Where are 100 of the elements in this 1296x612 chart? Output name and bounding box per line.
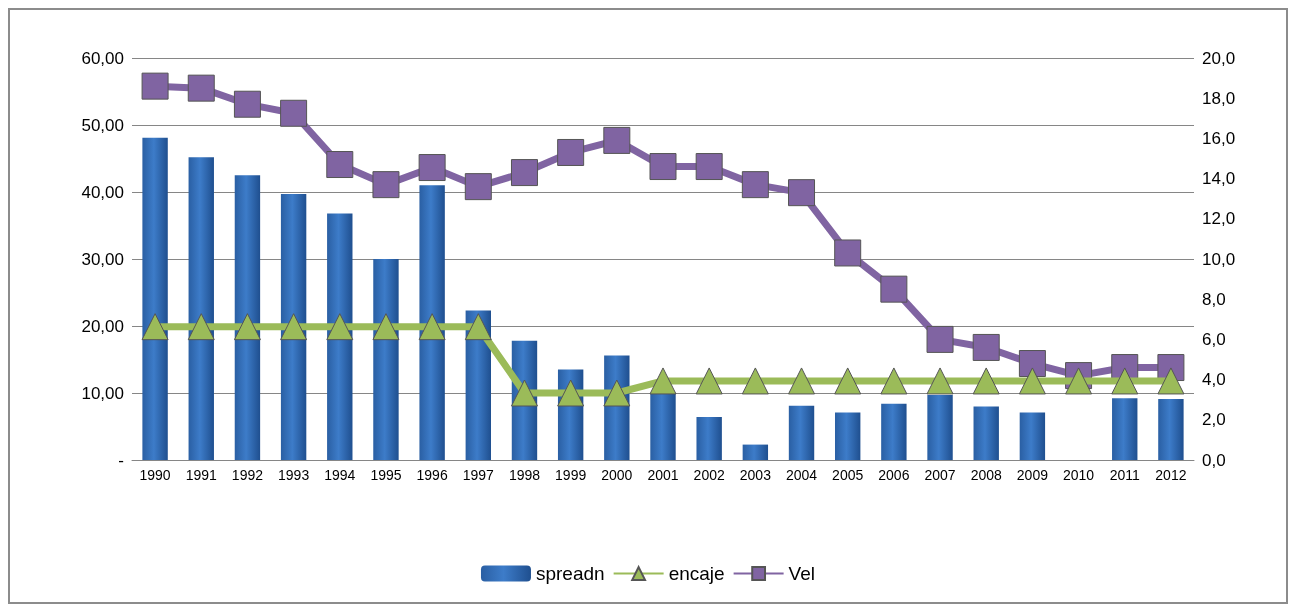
x-tick-label: 1992 (231, 467, 264, 483)
point (464, 313, 492, 341)
point (926, 367, 954, 395)
point (741, 367, 769, 395)
y2-tick-label: 2,0 (1202, 410, 1226, 430)
point (326, 151, 354, 179)
y2-tick-label: 10,0 (1202, 249, 1236, 269)
x-tick-label: 2000 (601, 467, 633, 483)
point (510, 379, 538, 407)
point (972, 333, 1000, 361)
x-tick-label: 2005 (832, 467, 864, 483)
y-tick-label: 30,00 (81, 249, 124, 269)
y2-tick-label: 20,0 (1202, 48, 1236, 68)
bar (1158, 399, 1184, 460)
x-tick-label: 2003 (739, 467, 772, 483)
x-tick-label: 2007 (924, 467, 956, 483)
y-tick-label: 60,00 (81, 48, 124, 68)
point (834, 239, 862, 267)
point (788, 367, 816, 395)
y2-tick-label: 6,0 (1202, 329, 1226, 349)
point (1111, 367, 1139, 395)
point (1018, 367, 1046, 395)
legend-label: spreadn (535, 563, 605, 584)
y2-tick-label: 14,0 (1202, 169, 1236, 189)
point (280, 313, 308, 341)
x-tick-label: 2001 (647, 467, 679, 483)
x-tick-label: 2010 (1062, 467, 1095, 483)
bar (373, 259, 399, 460)
x-tick-label: 1994 (324, 467, 356, 483)
y-tick-label: - (118, 450, 124, 470)
point (695, 367, 723, 395)
point (557, 138, 585, 166)
point (326, 313, 354, 341)
point (372, 313, 400, 341)
x-tick-label: 2006 (878, 467, 910, 483)
bar (1019, 412, 1046, 460)
point (280, 99, 308, 127)
y-tick-label: 50,00 (81, 115, 124, 135)
point (187, 313, 215, 341)
x-tick-label: 1998 (508, 467, 541, 483)
point (418, 313, 446, 341)
bar (973, 406, 999, 460)
x-tick-label: 1999 (555, 467, 587, 483)
x-tick-label: 1995 (370, 467, 402, 483)
legend-label: Vel (788, 563, 816, 584)
point (464, 173, 492, 201)
point (372, 171, 400, 199)
point (1157, 367, 1185, 395)
point (649, 367, 677, 395)
bar (419, 185, 445, 460)
x-tick-label: 1997 (462, 467, 495, 483)
bar (835, 412, 861, 460)
x-tick-label: 2004 (785, 467, 818, 483)
point (880, 367, 908, 395)
x-tick-label: 2011 (1109, 467, 1140, 483)
point (510, 159, 538, 187)
point (788, 179, 816, 207)
point (418, 154, 446, 182)
bar (280, 194, 307, 460)
point (926, 325, 954, 353)
legend-label: encaje (668, 563, 725, 584)
point (233, 313, 261, 341)
point (1018, 350, 1046, 378)
bar (234, 175, 261, 460)
x-tick-label: 2012 (1155, 467, 1187, 483)
x-tick-label: 1996 (416, 467, 448, 483)
y2-tick-label: 16,0 (1202, 128, 1236, 148)
point (557, 379, 585, 407)
y2-tick-label: 18,0 (1202, 88, 1236, 108)
x-tick-label: 1991 (185, 467, 218, 483)
y2-tick-label: 0,0 (1202, 450, 1226, 470)
x-tick-label: 2002 (693, 467, 725, 483)
point (834, 367, 862, 395)
y2-tick-label: 8,0 (1202, 289, 1226, 309)
x-tick-label: 1990 (139, 467, 171, 483)
y2-tick-label: 4,0 (1202, 370, 1226, 390)
point (141, 72, 169, 100)
bar (1112, 398, 1138, 460)
point (695, 153, 723, 181)
point (603, 126, 631, 154)
point (603, 379, 631, 407)
bar (142, 137, 168, 460)
x-tick-label: 2009 (1016, 467, 1049, 483)
point (741, 171, 769, 199)
point (141, 313, 169, 341)
point (233, 90, 261, 118)
point (972, 367, 1000, 395)
bar (650, 393, 676, 460)
y2-tick-label: 12,0 (1202, 209, 1236, 229)
bar (927, 395, 953, 460)
y-tick-label: 40,00 (81, 182, 124, 202)
point (1065, 367, 1093, 395)
bar (788, 405, 815, 460)
point (649, 153, 677, 181)
x-tick-label: 2008 (970, 467, 1002, 483)
bar (742, 444, 769, 460)
bar (188, 157, 214, 460)
x-tick-label: 1993 (278, 467, 310, 483)
point (187, 74, 215, 102)
bar (881, 403, 907, 460)
